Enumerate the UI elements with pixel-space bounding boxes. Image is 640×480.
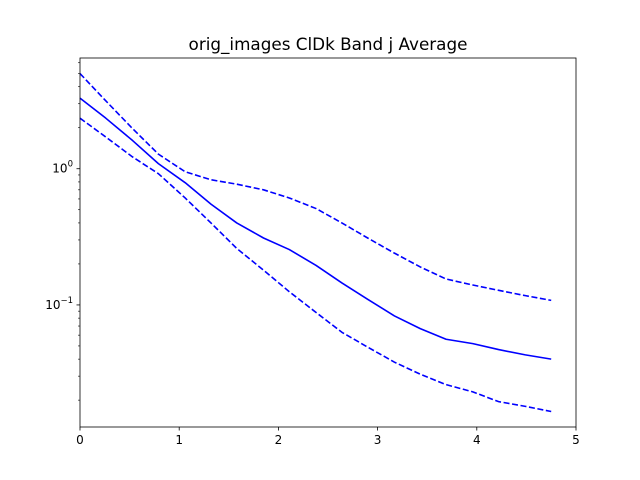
y-axis: 100 10−1: [45, 62, 80, 401]
series-line-1: [79, 72, 552, 302]
x-tick-label: 4: [473, 433, 481, 447]
x-tick-label: 0: [76, 433, 84, 447]
plot-lines: [79, 72, 552, 413]
chart-title: orig_images ClDk Band j Average: [189, 34, 468, 55]
plot-frame: [79, 57, 577, 428]
x-tick-label: 3: [374, 433, 382, 447]
x-tick-label: 2: [275, 433, 283, 447]
x-tick-label: 1: [175, 433, 183, 447]
y-tick-label: 100: [52, 160, 73, 176]
y-tick-label: 10−1: [45, 296, 73, 312]
series-line-3: [79, 117, 552, 413]
x-axis: 0 1 2 3 4 5: [76, 427, 580, 447]
x-tick-label: 5: [572, 433, 580, 447]
series-line-2: [79, 97, 552, 360]
